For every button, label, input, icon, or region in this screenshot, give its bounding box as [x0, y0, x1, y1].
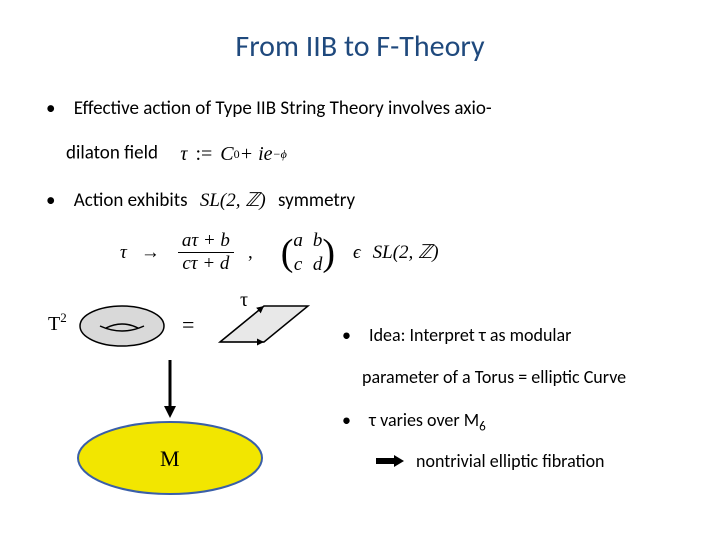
lparen: (	[281, 234, 294, 272]
implication-row: nontrivial elliptic fibration	[376, 450, 680, 472]
bullet1-line2: dilaton field τ := C0 + ie−ϕ	[66, 137, 680, 171]
tau-left: τ	[120, 242, 127, 264]
idea-line1: Idea: Interpret τ as modular	[369, 324, 571, 346]
neg-phi-sup: −ϕ	[273, 144, 287, 164]
comma: ,	[248, 242, 253, 264]
fundamental-domain	[220, 306, 308, 342]
mobius-fraction: aτ + b cτ + d	[178, 230, 234, 275]
bullet2-text-part1: Action exhibits	[74, 189, 188, 212]
equals-symbol: =	[182, 312, 194, 337]
m-a: a	[293, 230, 303, 252]
t2-label: T2	[48, 310, 67, 335]
bullet-tau-varies: τ varies over M6	[336, 405, 680, 439]
tau-definition: τ := C0 + ie−ϕ	[180, 137, 287, 171]
sl2z-right: SL(2, ℤ)	[373, 241, 439, 264]
m-label: M	[160, 446, 180, 471]
bullet-axiodilaton: Effective action of Type IIB String Theo…	[40, 93, 680, 125]
element-of: ϵ	[353, 242, 361, 264]
bullet2-text-part2: symmetry	[278, 189, 355, 212]
plus-ie: + ie	[240, 137, 273, 171]
matrix-abcd: ( a b c d )	[281, 230, 335, 276]
sl2z-inline: SL(2, ℤ)	[200, 190, 266, 211]
assign-symbol: :=	[195, 137, 212, 171]
bullet1-text-part2: dilaton field	[66, 142, 158, 165]
tau-symbol: τ	[180, 137, 187, 171]
tau-diagram-label: τ	[240, 290, 248, 311]
fibration-arrow	[164, 406, 176, 418]
modular-transformation-formula: τ → aτ + b cτ + d , ( a b c d ) ϵ SL(2, …	[120, 230, 680, 276]
frac-num: aτ + b	[178, 230, 234, 253]
rparen: )	[322, 234, 335, 272]
bullet-action-symmetry: Action exhibits SL(2, ℤ) symmetry	[40, 185, 680, 217]
torus-outer	[80, 306, 164, 346]
arrow-symbol: →	[141, 242, 160, 264]
tau-varies-text: τ varies over M	[369, 409, 479, 431]
torus-fibration-diagram: T2 = τ	[40, 290, 330, 490]
idea-line2: parameter of a Torus = elliptic Curve	[362, 362, 680, 393]
m-c: c	[293, 254, 303, 276]
bullet1-text-part1: Effective action of Type IIB String Theo…	[74, 97, 492, 120]
implication-arrow-icon	[376, 455, 404, 467]
fibration-text: nontrivial elliptic fibration	[416, 450, 605, 472]
m6-sub: 6	[479, 419, 486, 434]
m-d: d	[313, 254, 323, 276]
frac-den: cτ + d	[178, 253, 233, 275]
m-b: b	[313, 230, 323, 252]
c0-symbol: C	[220, 137, 233, 171]
page-title: From IIB to F-Theory	[40, 28, 680, 65]
bullet-idea: Idea: Interpret τ as modular	[336, 320, 680, 351]
